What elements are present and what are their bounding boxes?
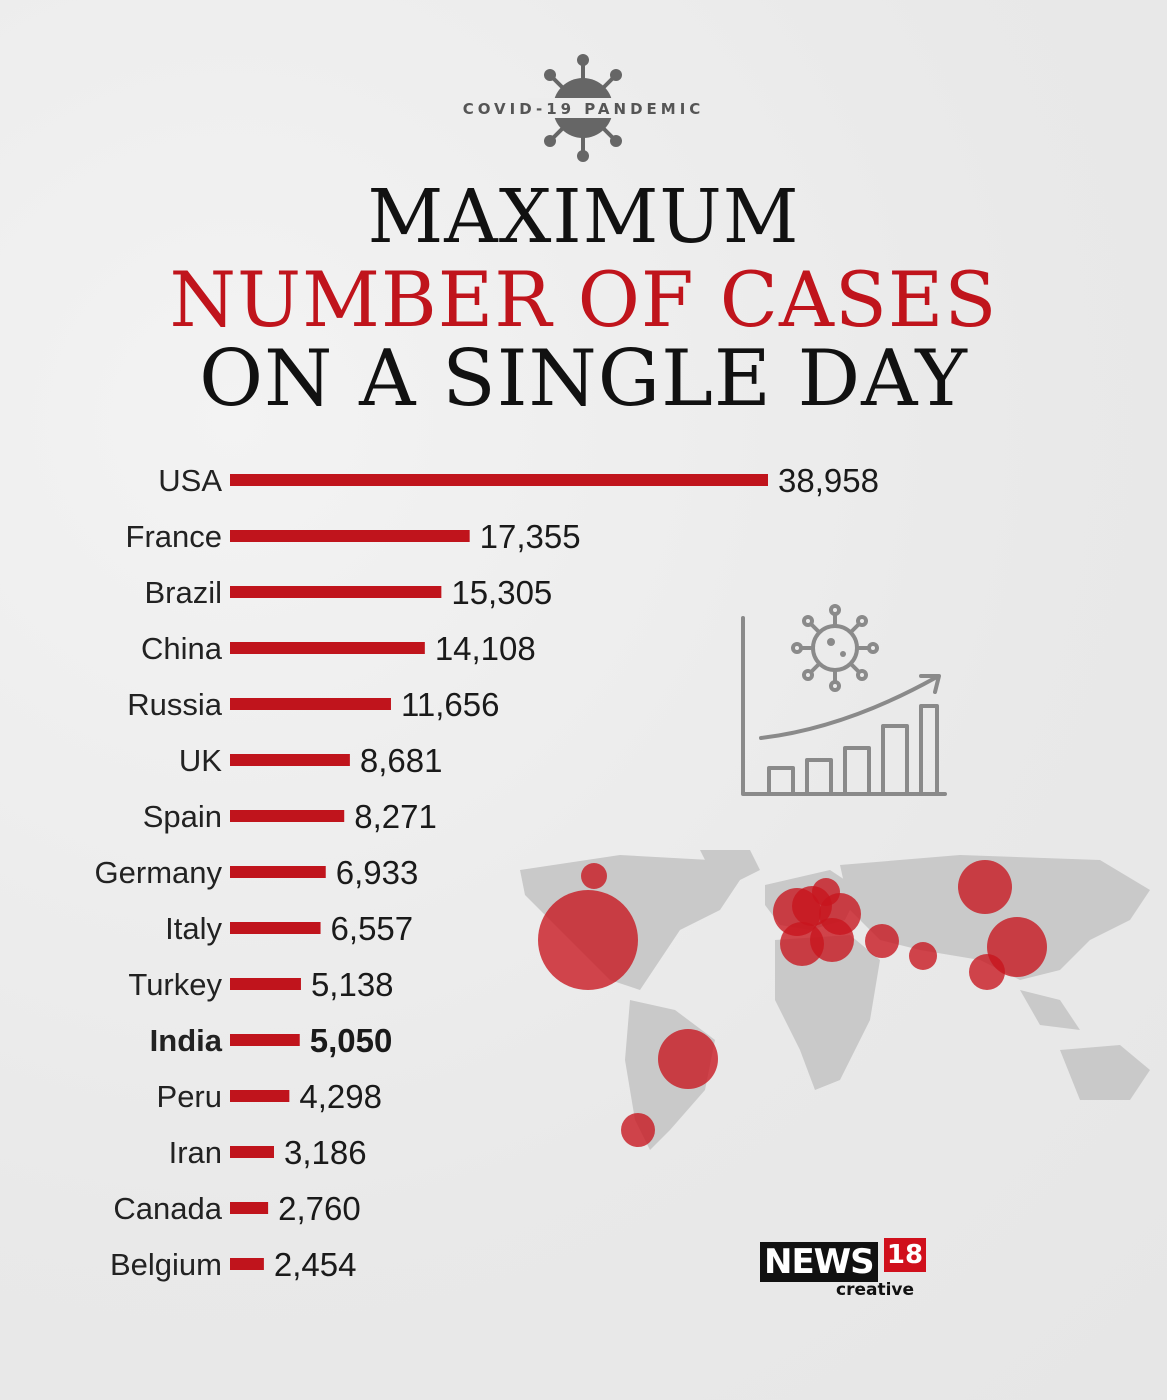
- bar: [230, 698, 391, 710]
- title-line-2: NUMBER OF CASES: [169, 255, 998, 344]
- bar: [230, 530, 470, 542]
- bar: [230, 1090, 290, 1102]
- value-label: 8,681: [360, 742, 443, 779]
- bar-chart: USA 38,958 France 17,355 Brazil 15,305 China 14…: [95, 462, 879, 1283]
- bar: [230, 754, 350, 766]
- bar: [230, 474, 768, 486]
- category-label: France: [126, 519, 222, 554]
- growth-chart-icon: [741, 604, 947, 796]
- value-label: 5,050: [310, 1022, 393, 1059]
- category-label: USA: [158, 463, 222, 498]
- category-label: Belgium: [110, 1247, 222, 1282]
- value-label: 6,557: [331, 910, 414, 947]
- category-label: China: [141, 631, 223, 666]
- category-label: Canada: [113, 1191, 222, 1226]
- category-label: Italy: [165, 911, 222, 946]
- value-label: 2,760: [278, 1190, 361, 1227]
- value-label: 11,656: [401, 686, 499, 723]
- bar: [230, 922, 321, 934]
- bar: [230, 1202, 269, 1214]
- value-label: 5,138: [311, 966, 394, 1003]
- category-label: Brazil: [144, 575, 222, 610]
- logo-18-badge: 18: [884, 1238, 926, 1272]
- bar: [230, 1146, 274, 1158]
- category-label: Iran: [169, 1135, 222, 1170]
- value-label: 6,933: [336, 854, 419, 891]
- category-label: Germany: [95, 855, 223, 890]
- value-label: 17,355: [480, 518, 581, 555]
- value-label: 4,298: [299, 1078, 382, 1115]
- value-label: 38,958: [778, 462, 879, 499]
- logo-creative-text: creative: [836, 1280, 915, 1300]
- value-label: 2,454: [274, 1246, 357, 1283]
- world-map-icon: [520, 850, 1150, 1150]
- category-label: Peru: [157, 1079, 222, 1114]
- category-label: UK: [179, 743, 222, 778]
- value-label: 14,108: [435, 630, 536, 667]
- value-label: 8,271: [354, 798, 437, 835]
- value-label: 15,305: [451, 574, 552, 611]
- news18-logo: NEWS 18 creative: [760, 1238, 940, 1300]
- category-label: Russia: [127, 687, 223, 722]
- title-line-3: ON A SINGLE DAY: [199, 334, 968, 424]
- title-line-1: MAXIMUM: [367, 174, 800, 260]
- virus-icon: [528, 54, 638, 162]
- bar: [230, 978, 301, 990]
- header-tag: COVID-19 PANDEMIC: [462, 100, 705, 118]
- category-label: Turkey: [128, 967, 222, 1002]
- bar: [230, 810, 345, 822]
- value-label: 3,186: [284, 1134, 367, 1171]
- bar: [230, 586, 442, 598]
- bar: [230, 642, 425, 654]
- category-label: Spain: [143, 799, 222, 834]
- logo-news-text: NEWS: [760, 1242, 878, 1282]
- bar: [230, 866, 326, 878]
- category-label: India: [150, 1023, 223, 1058]
- bar: [230, 1034, 300, 1046]
- bar: [230, 1258, 264, 1270]
